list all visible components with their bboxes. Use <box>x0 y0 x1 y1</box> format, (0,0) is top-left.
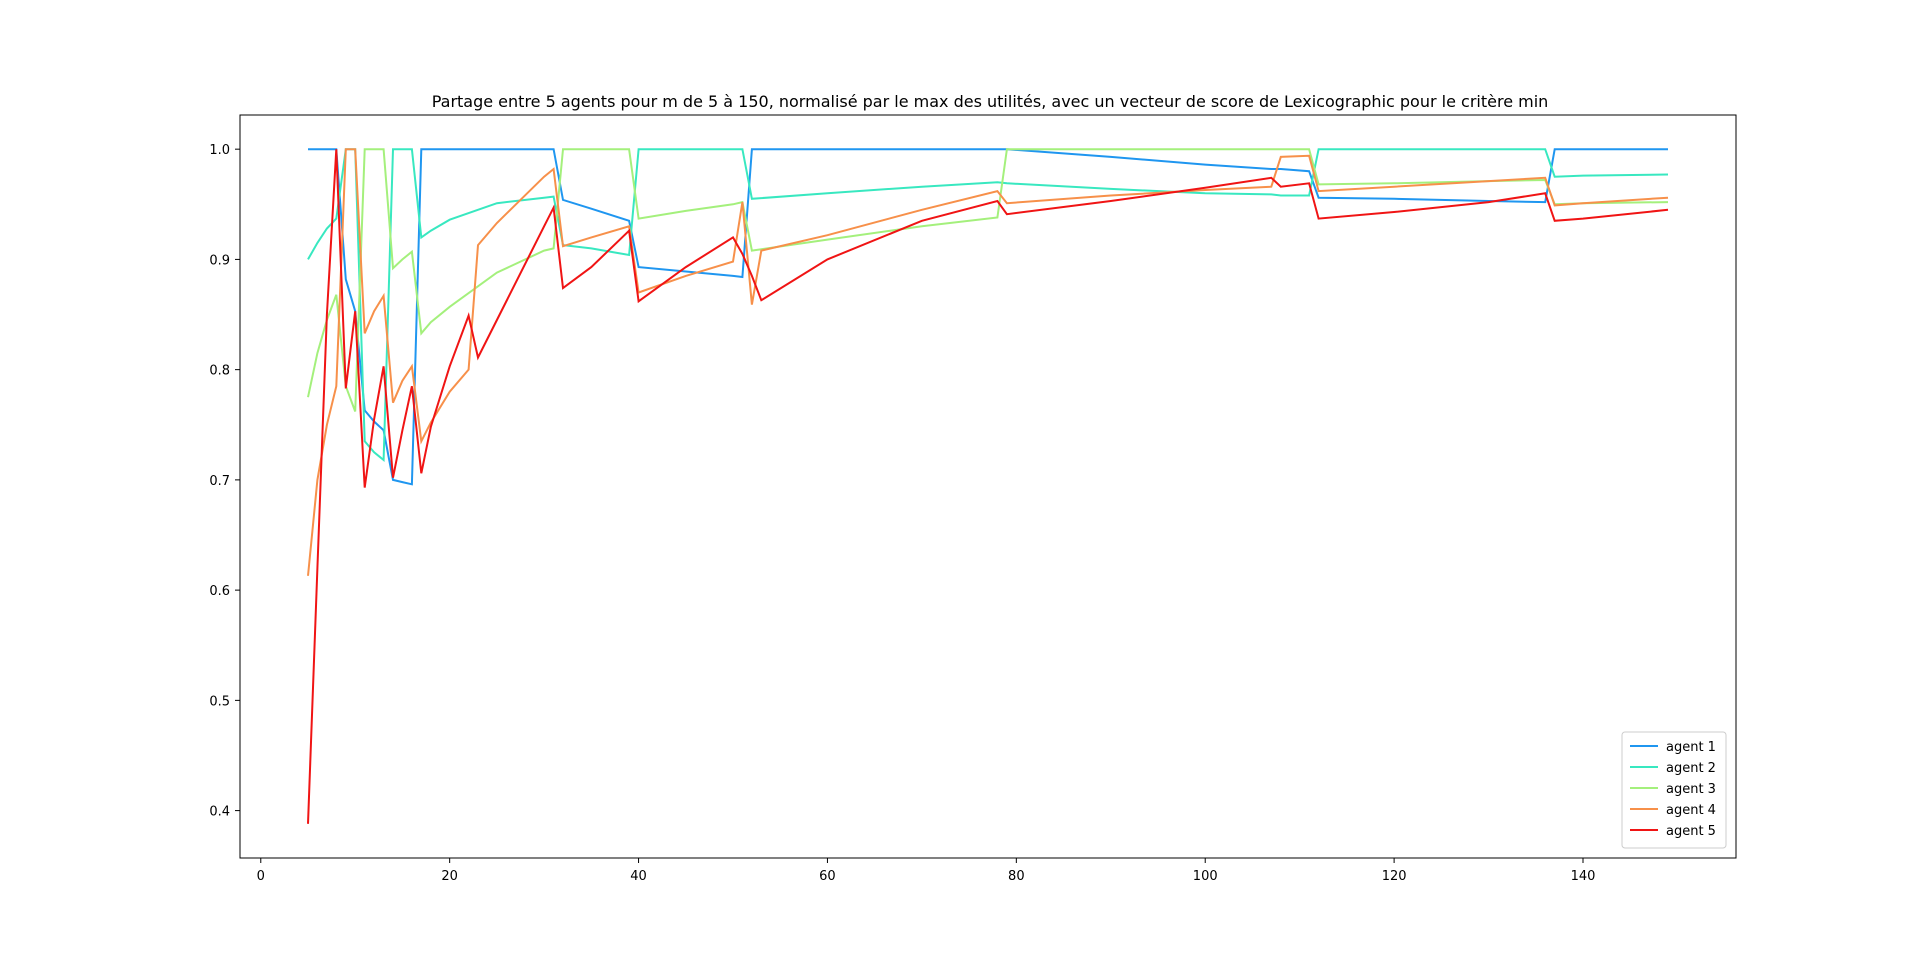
x-tick-label: 40 <box>630 869 647 884</box>
x-tick-label: 100 <box>1193 869 1218 884</box>
y-tick-label: 0.6 <box>209 584 230 599</box>
x-tick-label: 80 <box>1008 869 1025 884</box>
legend-label: agent 4 <box>1666 803 1716 818</box>
plot-frame <box>239 114 1737 859</box>
y-tick-label: 0.7 <box>209 474 230 489</box>
x-tick-label: 60 <box>819 869 836 884</box>
x-axis: 0 20 40 60 80 100 120 140 <box>257 858 1596 884</box>
series-line-agent-1 <box>308 148 1668 486</box>
legend-label: agent 5 <box>1666 824 1716 839</box>
x-tick-label: 0 <box>257 869 265 884</box>
y-tick-label: 0.8 <box>209 364 230 379</box>
legend-label: agent 3 <box>1666 782 1716 797</box>
plot-area <box>307 148 1669 824</box>
y-axis: 0.4 0.5 0.6 0.7 0.8 0.9 1.0 <box>209 143 240 820</box>
x-tick-label: 20 <box>441 869 458 884</box>
series-line-agent-5 <box>307 149 1669 824</box>
y-tick-label: 0.5 <box>209 694 230 709</box>
y-tick-label: 0.9 <box>209 253 230 268</box>
y-tick-label: 0.4 <box>209 805 230 820</box>
chart-title: Partage entre 5 agents pour m de 5 à 150… <box>432 92 1549 111</box>
legend-box <box>1621 731 1727 849</box>
x-tick-label: 140 <box>1571 869 1596 884</box>
x-tick-label: 120 <box>1382 869 1407 884</box>
legend: agent 1 agent 2 agent 3 agent 4 agent 5 <box>1621 731 1727 849</box>
series-line-agent-3 <box>307 148 1669 412</box>
series-line-agent-4 <box>307 148 1669 576</box>
y-tick-label: 1.0 <box>209 143 230 158</box>
legend-label: agent 1 <box>1666 740 1716 755</box>
legend-label: agent 2 <box>1666 761 1716 776</box>
